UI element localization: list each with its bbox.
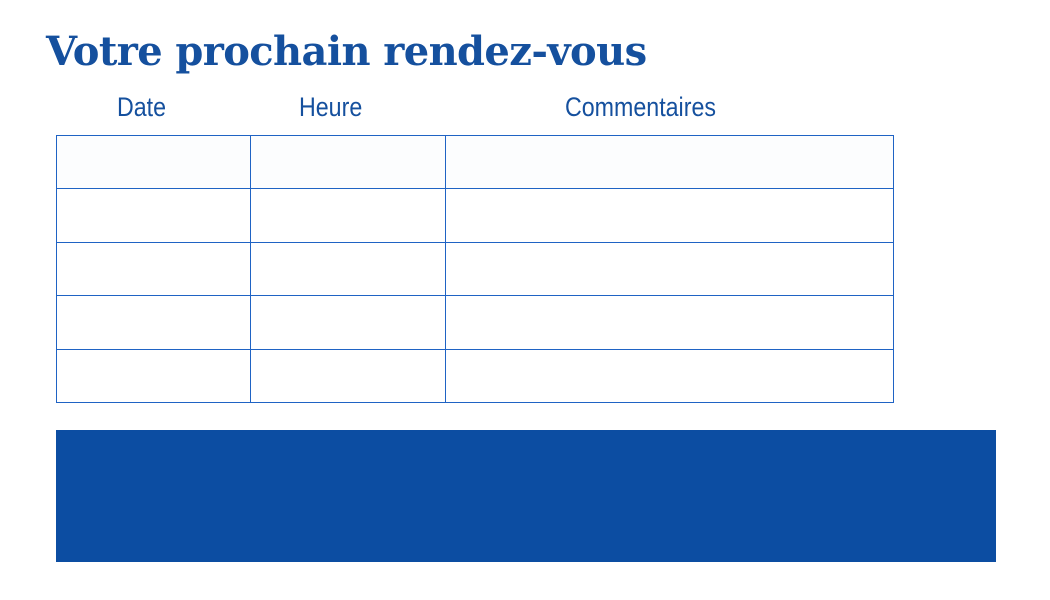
cell-date[interactable]	[56, 188, 251, 243]
table-row	[56, 295, 894, 350]
table-row	[56, 188, 894, 243]
column-header-row: Date Heure Commentaires	[0, 91, 1050, 127]
cell-commentaires[interactable]	[445, 348, 894, 404]
cell-commentaires[interactable]	[445, 188, 894, 243]
cell-heure[interactable]	[250, 295, 446, 350]
table-row	[56, 241, 894, 297]
cell-heure[interactable]	[250, 348, 446, 404]
appointment-table	[56, 134, 894, 404]
table-row	[56, 134, 894, 190]
table-row	[56, 348, 894, 404]
page-title: Votre prochain rendez-vous	[46, 28, 647, 75]
column-header-heure: Heure	[299, 92, 363, 122]
cell-commentaires[interactable]	[445, 134, 894, 190]
column-header-commentaires: Commentaires	[565, 92, 716, 122]
cell-heure[interactable]	[250, 241, 446, 297]
cell-date[interactable]	[56, 241, 251, 297]
cell-date[interactable]	[56, 295, 251, 350]
cell-heure[interactable]	[250, 134, 446, 190]
notes-block[interactable]	[56, 430, 996, 562]
cell-heure[interactable]	[250, 188, 446, 243]
column-header-date: Date	[117, 92, 167, 122]
cell-commentaires[interactable]	[445, 241, 894, 297]
cell-commentaires[interactable]	[445, 295, 894, 350]
cell-date[interactable]	[56, 134, 251, 190]
cell-date[interactable]	[56, 348, 251, 404]
